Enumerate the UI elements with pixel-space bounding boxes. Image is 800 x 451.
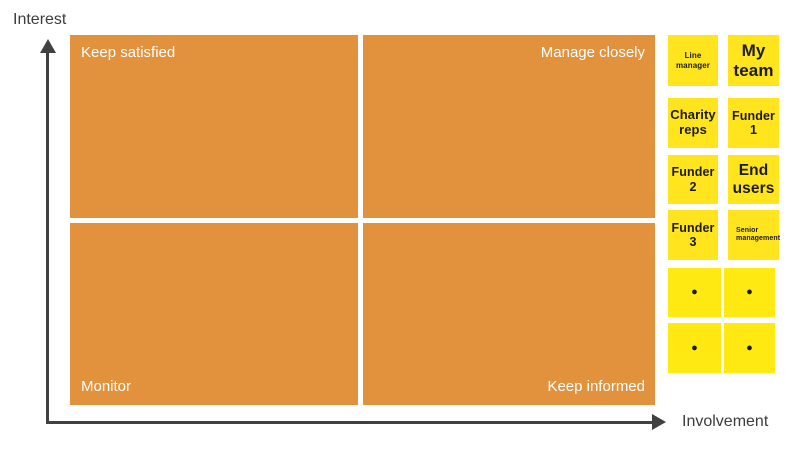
sticky-note-label: Funder 2	[671, 165, 715, 194]
quadrant-label: Manage closely	[540, 44, 645, 61]
sticky-note-charity-reps[interactable]: Charity reps	[668, 98, 718, 148]
sticky-note-my-team[interactable]: My team	[728, 35, 779, 86]
quadrant-keep-satisfied: Keep satisfied	[70, 35, 358, 218]
y-axis-line	[46, 52, 49, 424]
sticky-note-dot-1[interactable]: ●	[668, 268, 721, 317]
x-axis-line	[46, 421, 653, 424]
dot-icon: ●	[691, 286, 698, 299]
quadrant-label: Monitor	[81, 378, 132, 395]
y-axis-arrowhead-icon	[40, 39, 56, 53]
dot-icon: ●	[691, 341, 698, 354]
sticky-note-label: Charity reps	[670, 107, 716, 137]
dot-icon: ●	[746, 286, 753, 299]
sticky-note-funder-1[interactable]: Funder 1	[728, 98, 779, 148]
quadrant-keep-informed: Keep informed	[363, 223, 655, 405]
quadrant-monitor: Monitor	[70, 223, 358, 405]
x-axis-arrowhead-icon	[652, 414, 666, 430]
quadrant-label: Keep satisfied	[81, 44, 176, 61]
sticky-note-label: Funder 3	[671, 220, 715, 249]
dot-icon: ●	[746, 341, 753, 354]
x-axis-label: Involvement	[682, 413, 769, 430]
quadrant-label: Keep informed	[547, 378, 645, 395]
sticky-note-label: Senior management	[736, 226, 781, 242]
sticky-note-end-users[interactable]: End users	[728, 155, 779, 204]
sticky-note-label: My team	[733, 40, 774, 80]
sticky-note-line-manager[interactable]: Line manager	[668, 35, 718, 86]
sticky-note-funder-2[interactable]: Funder 2	[668, 155, 718, 204]
y-axis-label: Interest	[13, 11, 67, 28]
sticky-note-label: Funder 1	[732, 108, 775, 137]
sticky-note-label: End users	[732, 161, 775, 197]
sticky-note-label: Line manager	[675, 51, 711, 70]
quadrant-manage-closely: Manage closely	[363, 35, 655, 218]
sticky-note-dot-3[interactable]: ●	[668, 323, 721, 373]
sticky-note-dot-4[interactable]: ●	[724, 323, 775, 373]
sticky-note-senior-management[interactable]: Senior management	[728, 210, 781, 260]
sticky-note-dot-2[interactable]: ●	[724, 268, 775, 317]
sticky-note-funder-3[interactable]: Funder 3	[668, 210, 718, 260]
